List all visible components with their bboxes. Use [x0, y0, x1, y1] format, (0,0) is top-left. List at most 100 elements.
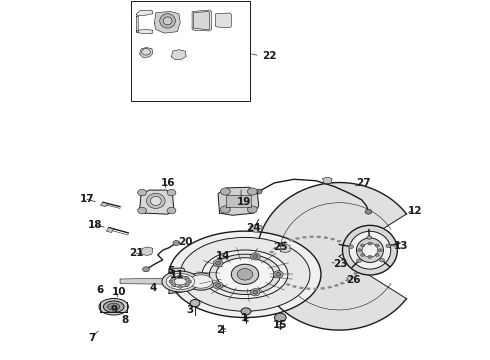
Polygon shape [268, 270, 273, 273]
Circle shape [368, 255, 372, 258]
Polygon shape [356, 269, 360, 271]
Polygon shape [302, 236, 307, 239]
Polygon shape [250, 225, 262, 232]
Circle shape [216, 284, 220, 287]
Circle shape [361, 244, 365, 247]
Ellipse shape [108, 303, 120, 310]
Polygon shape [266, 267, 271, 269]
Circle shape [375, 244, 379, 247]
Ellipse shape [99, 298, 128, 315]
Polygon shape [320, 287, 325, 290]
Polygon shape [277, 244, 282, 247]
Ellipse shape [162, 271, 199, 292]
Ellipse shape [362, 243, 378, 257]
Text: 24: 24 [246, 222, 261, 233]
Circle shape [253, 291, 258, 294]
Polygon shape [292, 285, 297, 288]
Circle shape [358, 249, 362, 252]
Circle shape [365, 209, 372, 214]
Polygon shape [317, 236, 321, 238]
Circle shape [185, 276, 189, 279]
Circle shape [220, 188, 230, 195]
Polygon shape [194, 12, 210, 30]
Text: 27: 27 [356, 178, 371, 188]
Text: 21: 21 [129, 248, 144, 258]
Circle shape [367, 236, 372, 239]
Ellipse shape [180, 238, 310, 311]
Text: 1: 1 [241, 312, 247, 323]
Circle shape [138, 207, 147, 214]
Polygon shape [172, 50, 186, 60]
Polygon shape [266, 263, 270, 265]
Polygon shape [136, 16, 138, 32]
Polygon shape [358, 260, 362, 263]
Text: 2: 2 [216, 325, 223, 336]
Circle shape [188, 280, 192, 283]
Circle shape [216, 261, 220, 265]
Circle shape [361, 253, 365, 256]
Text: 16: 16 [160, 178, 175, 188]
Polygon shape [216, 13, 231, 28]
Polygon shape [342, 242, 347, 245]
Text: 9: 9 [110, 305, 117, 315]
Polygon shape [192, 10, 212, 31]
Ellipse shape [163, 17, 172, 25]
Polygon shape [282, 241, 288, 244]
Ellipse shape [174, 278, 186, 285]
Polygon shape [120, 278, 185, 284]
Ellipse shape [169, 231, 321, 318]
Circle shape [276, 273, 281, 276]
Circle shape [274, 313, 286, 322]
Text: 5: 5 [167, 266, 174, 276]
Ellipse shape [356, 238, 384, 262]
Polygon shape [299, 287, 304, 289]
Text: 22: 22 [262, 51, 277, 61]
Polygon shape [136, 10, 153, 16]
Polygon shape [271, 274, 276, 277]
Polygon shape [140, 190, 174, 214]
Circle shape [375, 253, 379, 256]
Circle shape [255, 189, 262, 194]
Text: 20: 20 [178, 237, 193, 247]
Polygon shape [345, 279, 350, 282]
Circle shape [178, 285, 182, 288]
Text: 3: 3 [187, 305, 194, 315]
Text: 15: 15 [273, 320, 288, 330]
Polygon shape [280, 244, 290, 253]
Ellipse shape [349, 231, 391, 269]
Ellipse shape [147, 193, 165, 208]
Circle shape [250, 289, 260, 296]
Circle shape [357, 259, 362, 262]
Circle shape [368, 242, 372, 245]
Polygon shape [349, 276, 355, 279]
Circle shape [349, 245, 354, 248]
Polygon shape [266, 258, 270, 261]
Polygon shape [309, 236, 314, 238]
Circle shape [143, 267, 149, 272]
Polygon shape [330, 238, 335, 240]
Polygon shape [340, 282, 345, 285]
Circle shape [213, 282, 223, 289]
Text: 11: 11 [170, 270, 185, 280]
Ellipse shape [103, 301, 124, 312]
Polygon shape [327, 286, 332, 289]
Polygon shape [136, 30, 153, 34]
Text: 23: 23 [333, 258, 348, 269]
Circle shape [178, 275, 182, 278]
Text: 12: 12 [408, 206, 423, 216]
Text: 26: 26 [346, 275, 361, 285]
Polygon shape [351, 248, 356, 252]
Text: 8: 8 [122, 315, 128, 325]
Polygon shape [226, 195, 251, 207]
Polygon shape [280, 280, 285, 284]
Text: 14: 14 [216, 251, 230, 261]
Polygon shape [336, 239, 342, 243]
Polygon shape [100, 202, 108, 207]
Text: 7: 7 [88, 333, 96, 343]
Circle shape [173, 240, 180, 246]
Ellipse shape [210, 254, 280, 294]
Ellipse shape [216, 258, 274, 291]
Ellipse shape [189, 275, 213, 288]
Circle shape [172, 284, 176, 287]
Polygon shape [218, 187, 259, 215]
